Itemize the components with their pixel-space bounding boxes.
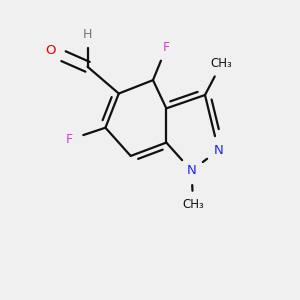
Text: H: H	[83, 28, 92, 40]
Text: O: O	[45, 44, 56, 57]
Text: F: F	[163, 41, 170, 54]
Text: N: N	[214, 143, 223, 157]
Text: CH₃: CH₃	[182, 199, 204, 212]
Text: N: N	[187, 164, 196, 177]
Text: F: F	[66, 133, 73, 146]
Text: CH₃: CH₃	[211, 57, 232, 70]
